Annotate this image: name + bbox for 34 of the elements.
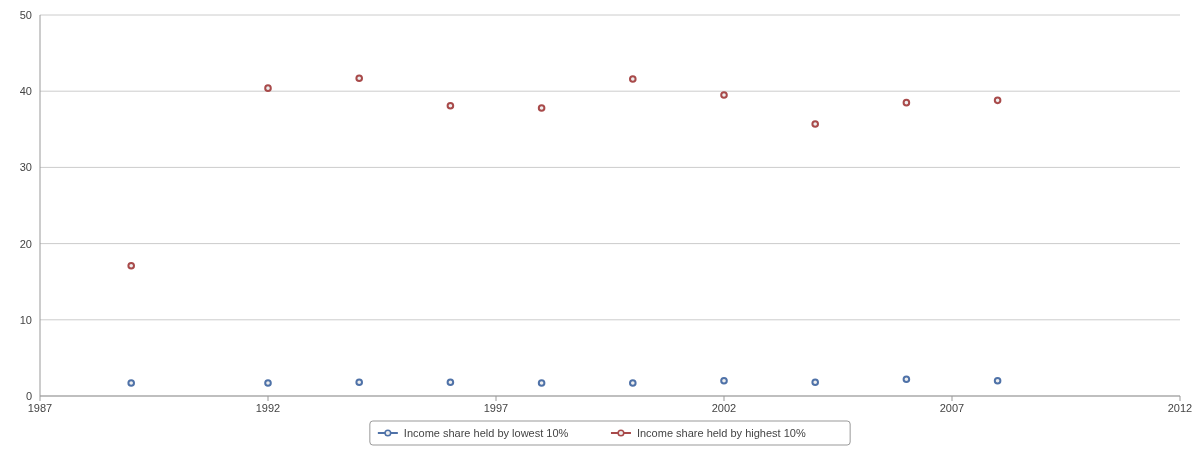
x-tick-label: 2007 — [939, 402, 965, 414]
x-tick-label: 1987 — [27, 402, 53, 414]
point — [264, 379, 272, 387]
point — [355, 74, 363, 83]
point — [537, 379, 546, 387]
legend-label: Income share held by highest 10% — [636, 427, 806, 439]
y-tick-label: 20 — [19, 237, 32, 250]
y-tick-label: 40 — [19, 85, 32, 98]
point — [446, 378, 455, 387]
point — [993, 96, 1002, 105]
point — [127, 379, 135, 387]
x-tick-label: 1997 — [483, 402, 509, 414]
point — [902, 98, 911, 107]
point — [537, 104, 546, 112]
point — [811, 378, 819, 387]
x-tick-label: 2012 — [1167, 402, 1193, 414]
point — [993, 376, 1002, 385]
y-tick-label: 10 — [19, 313, 32, 326]
point — [720, 91, 728, 99]
point — [127, 261, 135, 270]
y-tick-label: 50 — [19, 9, 32, 21]
point — [355, 378, 363, 387]
y-tick-label: 30 — [19, 161, 32, 174]
point — [629, 379, 637, 387]
x-tick-label: 1992 — [255, 402, 281, 414]
point — [720, 376, 728, 385]
legend-label: Income share held by lowest 10% — [403, 427, 569, 439]
point — [629, 75, 637, 83]
point — [446, 101, 455, 110]
point — [264, 84, 272, 92]
y-tick-label: 0 — [25, 390, 32, 402]
point — [811, 120, 819, 128]
x-tick-label: 2002 — [711, 402, 737, 414]
point — [902, 375, 911, 384]
